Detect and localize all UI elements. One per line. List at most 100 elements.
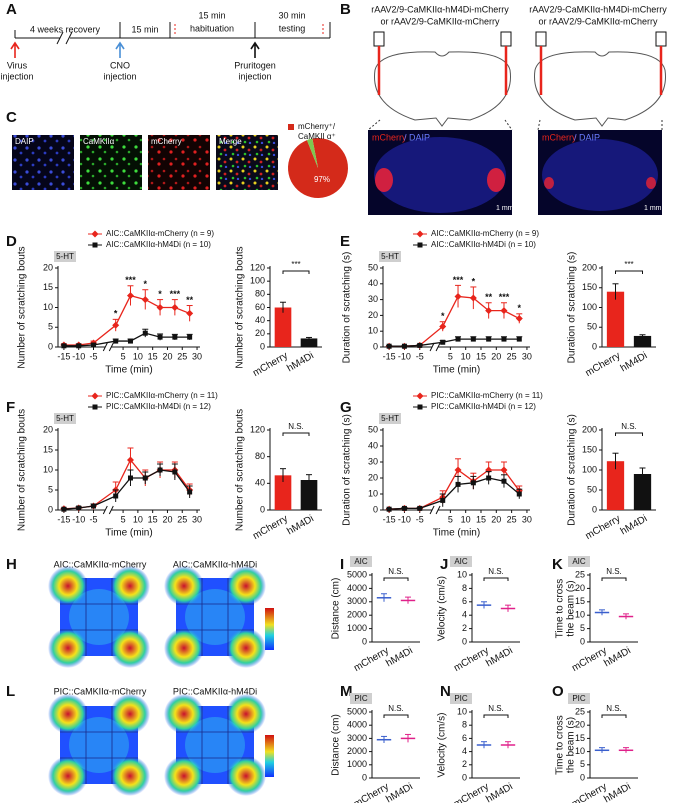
x-tick-label: -5: [89, 514, 97, 524]
y-tick-label: 100: [250, 276, 265, 286]
y-tick-label: 5: [48, 484, 53, 494]
x-tick-label: -5: [416, 351, 424, 361]
x-tick-label: -5: [416, 514, 424, 524]
point: [501, 336, 507, 342]
point: [142, 475, 148, 481]
y-tick-label: 50: [368, 424, 378, 434]
point: [516, 491, 522, 497]
point: [501, 478, 507, 484]
panel-label: D: [6, 233, 17, 250]
x-tick-label: 15: [476, 351, 486, 361]
point: [112, 321, 120, 329]
panel-label: L: [6, 683, 15, 700]
y-tick-label: 2000: [347, 610, 367, 620]
x-tick-label: hM4Di: [384, 645, 415, 669]
y-tick-label: 2: [462, 623, 467, 633]
heatmaps: AIC::CaMKIIα-mCherry AIC::CaMKIIα-hM4Di …: [47, 559, 274, 797]
stain-label: mCherry: [542, 132, 577, 142]
y-axis-label: Duration of scratching (s): [342, 414, 353, 526]
x-tick-label: 25: [177, 514, 187, 524]
badge-label: PIC: [354, 694, 368, 703]
point: [91, 503, 96, 509]
y-tick-label: 2: [462, 759, 467, 769]
x-tick-label: -10: [72, 514, 85, 524]
x-tick-label: 30: [192, 514, 202, 524]
point: [61, 343, 67, 349]
y-tick-label: 0: [373, 504, 378, 514]
point: [470, 480, 476, 486]
timeline-segment: habituation: [190, 23, 234, 33]
y-tick-label: 5: [48, 322, 53, 332]
x-tick-label: 15: [148, 351, 158, 361]
series-line: [63, 469, 191, 510]
channel-label: DAIP: [15, 137, 34, 146]
point: [126, 292, 134, 300]
y-tick-label: 0: [260, 341, 265, 351]
y-axis-label: the beam (s): [566, 717, 577, 773]
y-tick-label: 5: [580, 623, 585, 633]
axis-break: [102, 342, 114, 352]
point: [401, 343, 407, 349]
channel-label: Merge: [219, 137, 242, 146]
y-tick-label: 4: [462, 610, 467, 620]
point: [455, 481, 461, 487]
timeline-event: injection: [238, 71, 271, 81]
y-tick-label: 100: [582, 302, 597, 312]
y-tick-label: 40: [368, 440, 378, 450]
channel-label: CaMKIIα: [83, 137, 115, 146]
point: [416, 392, 424, 400]
bar: [633, 335, 652, 347]
panel-label: N: [440, 683, 451, 700]
x-tick-label: 10: [461, 351, 471, 361]
significance: ***: [453, 275, 464, 285]
significance: N.S.: [488, 704, 504, 713]
point: [187, 334, 193, 340]
y-tick-label: 6: [462, 733, 467, 743]
x-tick-label: 20: [162, 514, 172, 524]
series-line: [389, 469, 520, 510]
heatmap-label: AIC::CaMKIIα-mCherry: [54, 559, 147, 569]
stimulus-label: 5-HT: [381, 414, 399, 423]
point: [142, 330, 148, 336]
y-tick-label: 5: [580, 759, 585, 769]
panel-label: M: [340, 683, 353, 700]
y-tick-label: 3000: [347, 596, 367, 606]
legend-label: AIC::CaMKIIα-mCherry (n = 9): [431, 229, 539, 238]
axis-break: [102, 505, 114, 515]
badge: [568, 556, 590, 567]
significance: N.S.: [288, 422, 304, 431]
significance: *: [144, 279, 148, 289]
y-tick-label: 2000: [347, 746, 367, 756]
significance: **: [186, 295, 194, 305]
point: [440, 497, 446, 503]
y-tick-label: 20: [43, 424, 53, 434]
point: [417, 505, 423, 511]
badge-label: PIC: [572, 694, 586, 703]
bar: [274, 475, 292, 510]
y-tick-label: 3000: [347, 733, 367, 743]
panel-label: K: [552, 556, 563, 573]
heatmap-label: PIC::CaMKIIα-hM4Di: [173, 686, 257, 696]
legend-label: AIC::CaMKIIα-mCherry (n = 9): [106, 229, 214, 238]
panel-label: C: [6, 109, 17, 126]
y-tick-label: 20: [368, 472, 378, 482]
legend-label: mCherry⁺/: [298, 122, 336, 131]
series-line: [389, 477, 520, 510]
point: [186, 309, 194, 317]
stain-label: / DAIP: [404, 132, 430, 142]
panel-label: J: [440, 556, 448, 573]
point: [157, 334, 163, 340]
point: [486, 475, 492, 481]
x-tick-label: 30: [522, 514, 532, 524]
pie-slice: [306, 138, 318, 168]
y-tick-label: 0: [362, 772, 367, 782]
badge-label: PIC: [454, 694, 468, 703]
point: [454, 466, 462, 474]
y-tick-label: 10: [457, 706, 467, 716]
y-tick-label: 0: [592, 504, 597, 514]
point: [515, 315, 523, 323]
legend-label: PIC::CaMKIIα-hM4Di (n = 12): [106, 402, 211, 411]
y-axis-label: Number of scratching bouts: [17, 409, 28, 531]
x-tick-label: hM4Di: [384, 781, 415, 803]
y-tick-label: 4000: [347, 583, 367, 593]
